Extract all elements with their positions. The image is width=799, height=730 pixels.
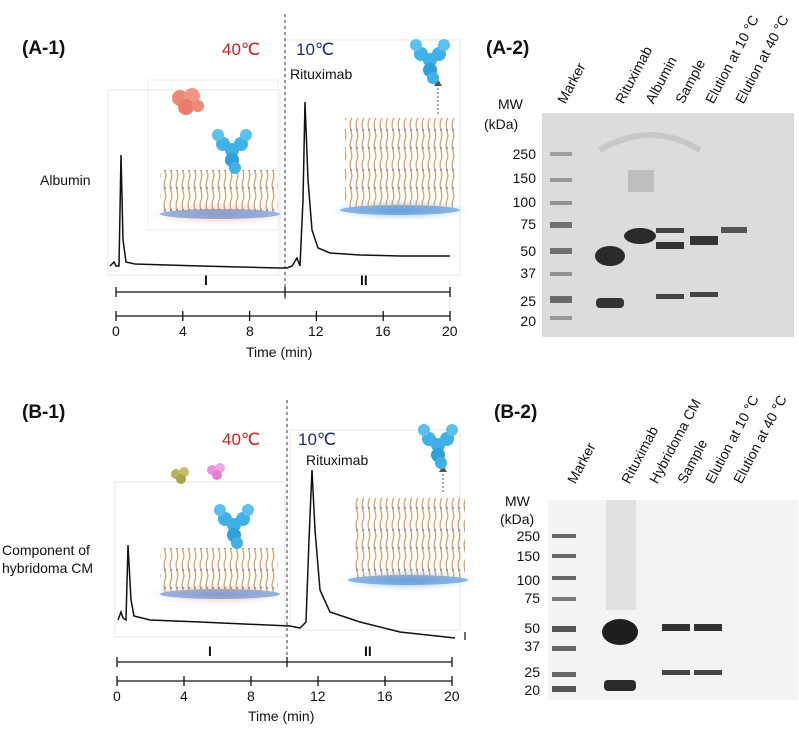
x-tick: 8 — [247, 688, 255, 704]
x-tick: 16 — [377, 688, 393, 704]
x-tick: 12 — [308, 323, 324, 339]
mw-marker: 25 — [524, 664, 540, 680]
gel-a2 — [542, 113, 794, 337]
x-tick: 0 — [113, 688, 121, 704]
temperature-hot-label: 40℃ — [222, 430, 261, 449]
mw-marker: 75 — [520, 216, 536, 232]
gel-background — [542, 113, 794, 337]
polymer-brush-layer — [160, 548, 278, 592]
mw-marker: 100 — [512, 194, 536, 210]
albumin-icon — [172, 88, 204, 115]
gel-band — [595, 246, 625, 266]
gel-band — [694, 670, 722, 675]
mw-label: MW — [505, 493, 530, 509]
mw-label: MW — [498, 96, 523, 112]
mw-marker: 37 — [520, 265, 536, 281]
x-tick: 4 — [180, 688, 188, 704]
mw-marker: 250 — [516, 528, 540, 544]
mw-marker: 25 — [520, 293, 536, 309]
region-II-label: II — [360, 272, 368, 288]
region-I-label: I — [208, 643, 212, 659]
x-tick: 12 — [310, 688, 326, 704]
mw-unit: (kDa) — [500, 511, 535, 527]
cm-component-icon — [171, 467, 189, 484]
region-I-label: I — [204, 272, 208, 288]
marker-ladder — [552, 534, 576, 692]
panel-label-a1: (A-1) — [22, 38, 66, 59]
mw-marker: 75 — [524, 590, 540, 606]
peak-label-cm-line1: Component of — [2, 542, 90, 558]
mw-marker: 20 — [520, 313, 536, 329]
mw-unit: (kDa) — [484, 116, 519, 132]
mw-marker: 37 — [524, 638, 540, 654]
chromatogram-b1 — [114, 400, 478, 686]
peak-label-rituximab: Rituximab — [306, 452, 369, 468]
gel-band — [602, 619, 638, 645]
mw-marker: 100 — [516, 572, 540, 588]
mw-marker: 50 — [520, 243, 536, 259]
temperature-hot-label: 40℃ — [222, 40, 261, 59]
mw-marker: 50 — [524, 620, 540, 636]
gel-band — [662, 670, 690, 675]
gel-band — [656, 228, 684, 233]
polymer-brush-layer — [355, 498, 465, 578]
panel-label-b2: (B-2) — [494, 402, 538, 423]
gel-band — [656, 294, 684, 299]
gel-b2 — [548, 500, 798, 700]
x-tick: 8 — [246, 323, 254, 339]
gel-band — [596, 298, 624, 308]
gel-band — [604, 680, 636, 691]
x-tick: 4 — [179, 323, 187, 339]
chromatogram-a1 — [107, 14, 470, 321]
panel-label-b1: (B-1) — [22, 402, 66, 423]
mw-marker: 150 — [516, 548, 540, 564]
gel-band — [656, 242, 684, 249]
peak-label-cm-line2: hybridoma CM — [2, 560, 94, 576]
x-axis-label: Time (min) — [248, 708, 315, 724]
gel-band — [694, 624, 722, 631]
x-tick: 0 — [112, 323, 120, 339]
peak-label-rituximab: Rituximab — [290, 66, 353, 82]
x-tick: 16 — [375, 323, 391, 339]
polymer-brush-layer — [160, 170, 278, 212]
panel-label-a2: (A-2) — [486, 38, 530, 59]
x-tick: 20 — [442, 323, 458, 339]
mw-marker: 20 — [524, 682, 540, 698]
temperature-cold-label: 10℃ — [298, 430, 337, 449]
region-II-label: II — [364, 643, 372, 659]
gel-band — [690, 292, 718, 297]
mw-marker: 150 — [512, 170, 536, 186]
gel-background — [548, 500, 798, 700]
gel-band — [624, 228, 656, 244]
cm-component-icon — [207, 463, 225, 480]
x-axis-label: Time (min) — [246, 344, 313, 360]
chromatogram-trace — [109, 101, 450, 269]
x-tick: 20 — [444, 688, 460, 704]
chromatogram-trace — [117, 469, 456, 639]
temperature-cold-label: 10℃ — [296, 40, 335, 59]
gel-band — [662, 624, 690, 631]
gel-band — [721, 227, 747, 233]
mw-marker: 250 — [512, 146, 536, 162]
gel-band — [690, 236, 718, 245]
marker-ladder — [550, 152, 572, 320]
peak-label-albumin: Albumin — [40, 172, 91, 188]
polymer-brush-layer — [345, 118, 457, 208]
